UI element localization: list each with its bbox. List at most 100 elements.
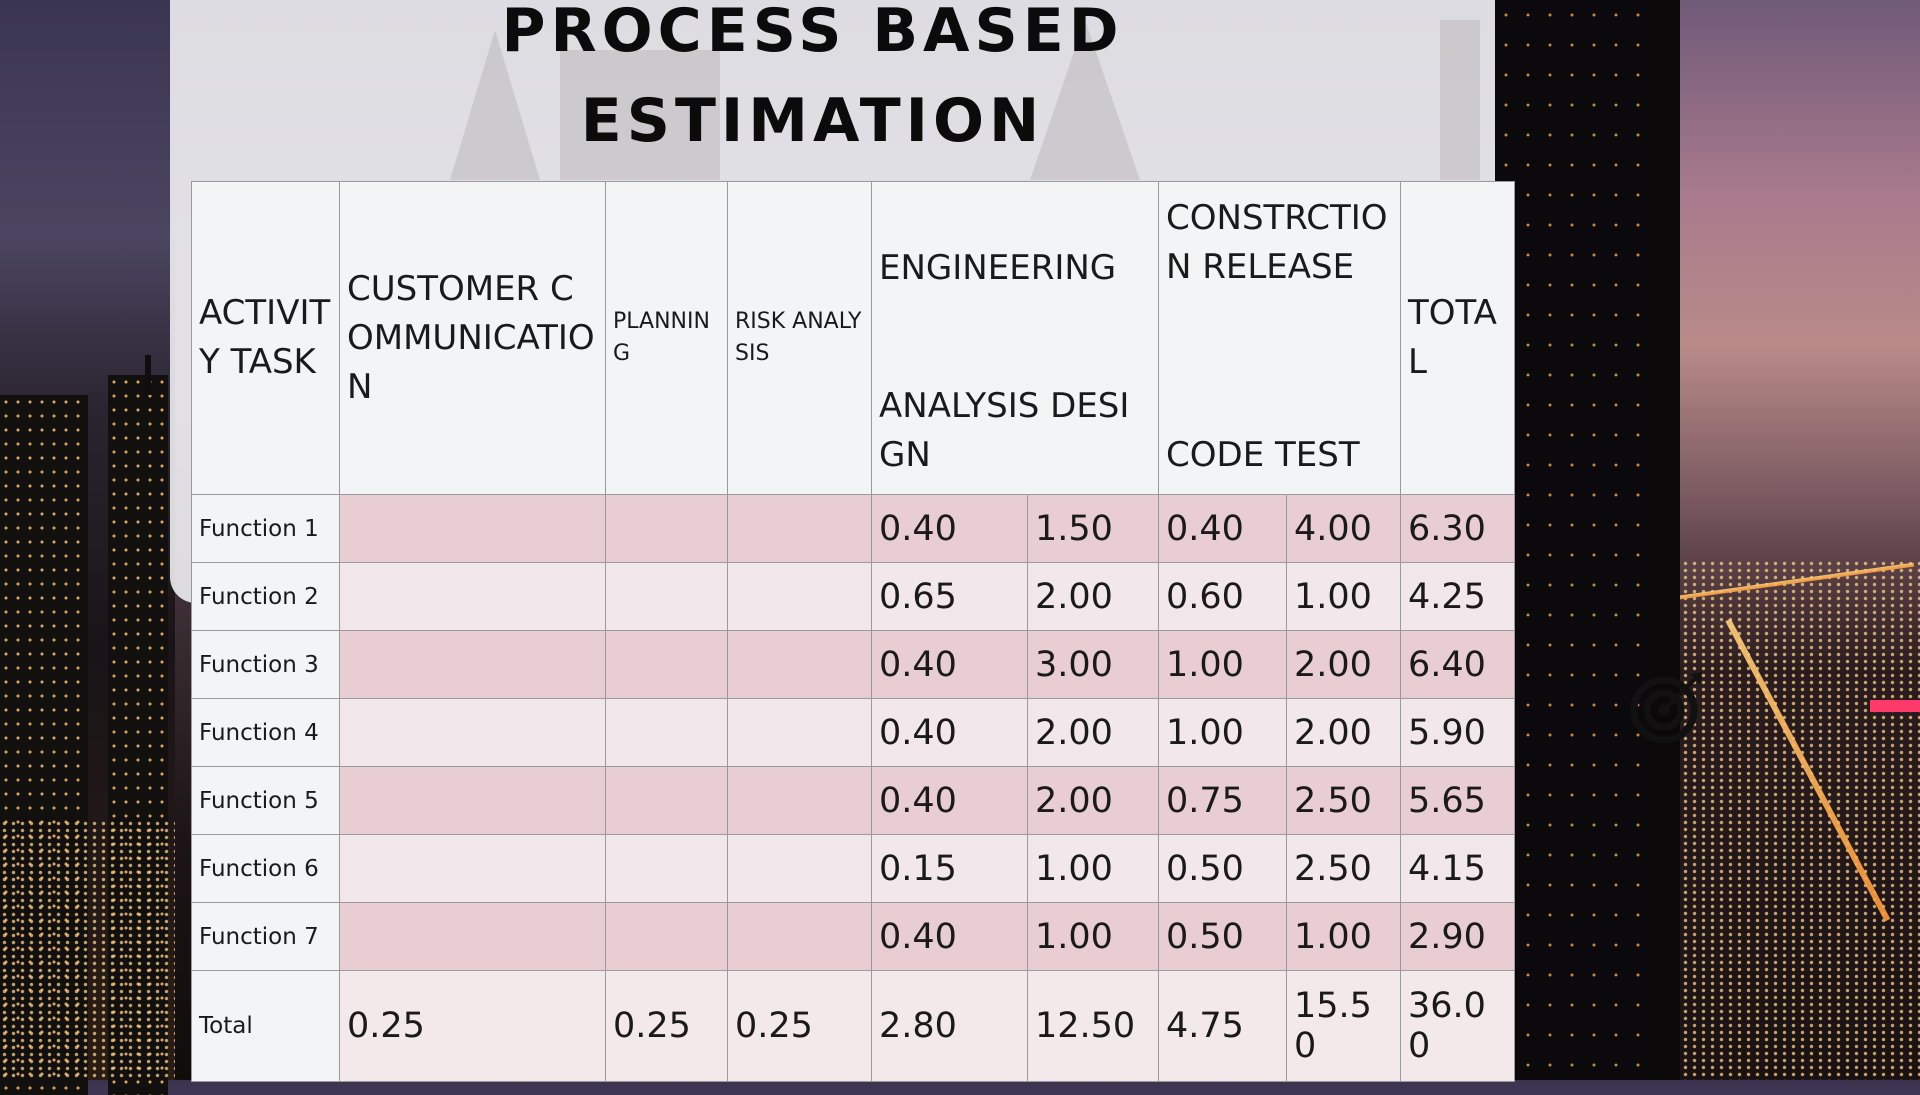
cell-code: 1.00 xyxy=(1158,698,1288,767)
header-planning: PLANNING xyxy=(605,181,728,495)
header-engineering-label: ENGINEERING xyxy=(879,248,1117,288)
cell-cc xyxy=(339,630,606,699)
cell-ra xyxy=(727,630,872,699)
header-risk-analysis: RISK ANALYSIS xyxy=(727,181,872,495)
cell-analysis: 0.40 xyxy=(871,494,1028,563)
header-activity-task: ACTIVITY TASK xyxy=(191,181,340,495)
table-row: Function 7 0.40 1.00 0.50 1.00 2.90 xyxy=(191,902,1516,971)
title-line-1: PROCESS BASED xyxy=(501,0,1124,66)
cell-test: 1.00 xyxy=(1286,562,1402,631)
header-construction-release-label: CONSTRCTION RELEASE xyxy=(1166,198,1388,287)
estimation-table: ACTIVITY TASK CUSTOMER COMMUNICATION PLA… xyxy=(191,181,1516,1082)
total-row: Total 0.25 0.25 0.25 2.80 12.50 4.75 15.50 36.00 xyxy=(191,970,1516,1082)
cell-code: 0.60 xyxy=(1158,562,1288,631)
cell-analysis: 0.15 xyxy=(871,834,1028,903)
cell-cc xyxy=(339,766,606,835)
total-design: 12.50 xyxy=(1026,970,1160,1082)
cell-analysis: 0.40 xyxy=(871,698,1028,767)
total-ra: 0.25 xyxy=(727,970,872,1082)
cell-pl xyxy=(605,562,728,631)
cell-pl xyxy=(605,766,728,835)
cell-total: 6.40 xyxy=(1400,630,1516,699)
cell-ra xyxy=(727,834,872,903)
row-label: Function 4 xyxy=(191,698,340,767)
cell-ra xyxy=(727,698,872,767)
target-icon xyxy=(1630,672,1702,744)
city-background-left xyxy=(0,0,175,1095)
table-row: Function 3 0.40 3.00 1.00 2.00 6.40 xyxy=(191,630,1516,699)
cell-analysis: 0.40 xyxy=(871,902,1028,971)
cell-test: 1.00 xyxy=(1286,902,1402,971)
cell-code: 0.50 xyxy=(1158,834,1288,903)
row-label: Function 6 xyxy=(191,834,340,903)
total-test: 15.50 xyxy=(1286,970,1402,1082)
cell-analysis: 0.40 xyxy=(871,630,1028,699)
total-code: 4.75 xyxy=(1158,970,1288,1082)
row-label: Function 5 xyxy=(191,766,340,835)
cell-design: 2.00 xyxy=(1026,766,1160,835)
cell-test: 2.50 xyxy=(1286,834,1402,903)
cell-design: 2.00 xyxy=(1026,562,1160,631)
cell-pl xyxy=(605,834,728,903)
row-label: Function 2 xyxy=(191,562,340,631)
cell-test: 2.00 xyxy=(1286,698,1402,767)
neon-sign xyxy=(1870,700,1920,712)
cell-code: 0.75 xyxy=(1158,766,1288,835)
skyline-ghost xyxy=(560,50,720,180)
cell-total: 4.15 xyxy=(1400,834,1516,903)
title-line-2: ESTIMATION xyxy=(580,86,1045,156)
cell-test: 2.00 xyxy=(1286,630,1402,699)
skyline-ghost xyxy=(1440,20,1480,180)
cell-code: 0.50 xyxy=(1158,902,1288,971)
cell-design: 1.00 xyxy=(1026,902,1160,971)
cell-ra xyxy=(727,766,872,835)
tower-building xyxy=(1495,0,1650,1080)
cell-design: 1.50 xyxy=(1026,494,1160,563)
cell-total: 2.90 xyxy=(1400,902,1516,971)
header-construction-release: CONSTRCTION RELEASE CODE TEST xyxy=(1158,181,1402,495)
cell-pl xyxy=(605,630,728,699)
cell-cc xyxy=(339,834,606,903)
cell-cc xyxy=(339,698,606,767)
total-analysis: 2.80 xyxy=(871,970,1028,1082)
cell-ra xyxy=(727,494,872,563)
header-row: ACTIVITY TASK CUSTOMER COMMUNICATION PLA… xyxy=(191,181,1516,495)
cell-analysis: 0.65 xyxy=(871,562,1028,631)
cell-code: 0.40 xyxy=(1158,494,1288,563)
city-lights xyxy=(1645,560,1920,1080)
cell-pl xyxy=(605,494,728,563)
header-total: TOTAL xyxy=(1400,181,1516,495)
cell-analysis: 0.40 xyxy=(871,766,1028,835)
table-row: Function 2 0.65 2.00 0.60 1.00 4.25 xyxy=(191,562,1516,631)
page-title: PROCESS BASED ESTIMATION xyxy=(170,0,1455,166)
table-row: Function 5 0.40 2.00 0.75 2.50 5.65 xyxy=(191,766,1516,835)
total-pl: 0.25 xyxy=(605,970,728,1082)
row-label: Function 3 xyxy=(191,630,340,699)
tower-building-edge xyxy=(1650,0,1680,1080)
header-customer-communication: CUSTOMER COMMUNICATION xyxy=(339,181,606,495)
total-label: Total xyxy=(191,970,340,1082)
cell-pl xyxy=(605,698,728,767)
table-row: Function 6 0.15 1.00 0.50 2.50 4.15 xyxy=(191,834,1516,903)
cell-ra xyxy=(727,562,872,631)
total-total: 36.00 xyxy=(1400,970,1516,1082)
table-row: Function 4 0.40 2.00 1.00 2.00 5.90 xyxy=(191,698,1516,767)
cell-total: 6.30 xyxy=(1400,494,1516,563)
city-lights xyxy=(0,820,175,1080)
cell-cc xyxy=(339,562,606,631)
total-cc: 0.25 xyxy=(339,970,606,1082)
cell-test: 4.00 xyxy=(1286,494,1402,563)
cell-pl xyxy=(605,902,728,971)
cell-total: 5.65 xyxy=(1400,766,1516,835)
cell-design: 3.00 xyxy=(1026,630,1160,699)
cell-code: 1.00 xyxy=(1158,630,1288,699)
table-row: Function 1 0.40 1.50 0.40 4.00 6.30 xyxy=(191,494,1516,563)
cell-cc xyxy=(339,902,606,971)
cell-total: 4.25 xyxy=(1400,562,1516,631)
cell-design: 2.00 xyxy=(1026,698,1160,767)
cell-design: 1.00 xyxy=(1026,834,1160,903)
cell-test: 2.50 xyxy=(1286,766,1402,835)
row-label: Function 7 xyxy=(191,902,340,971)
header-engineering: ENGINEERING ANALYSIS DESIGN xyxy=(870,181,1160,495)
cell-total: 5.90 xyxy=(1400,698,1516,767)
